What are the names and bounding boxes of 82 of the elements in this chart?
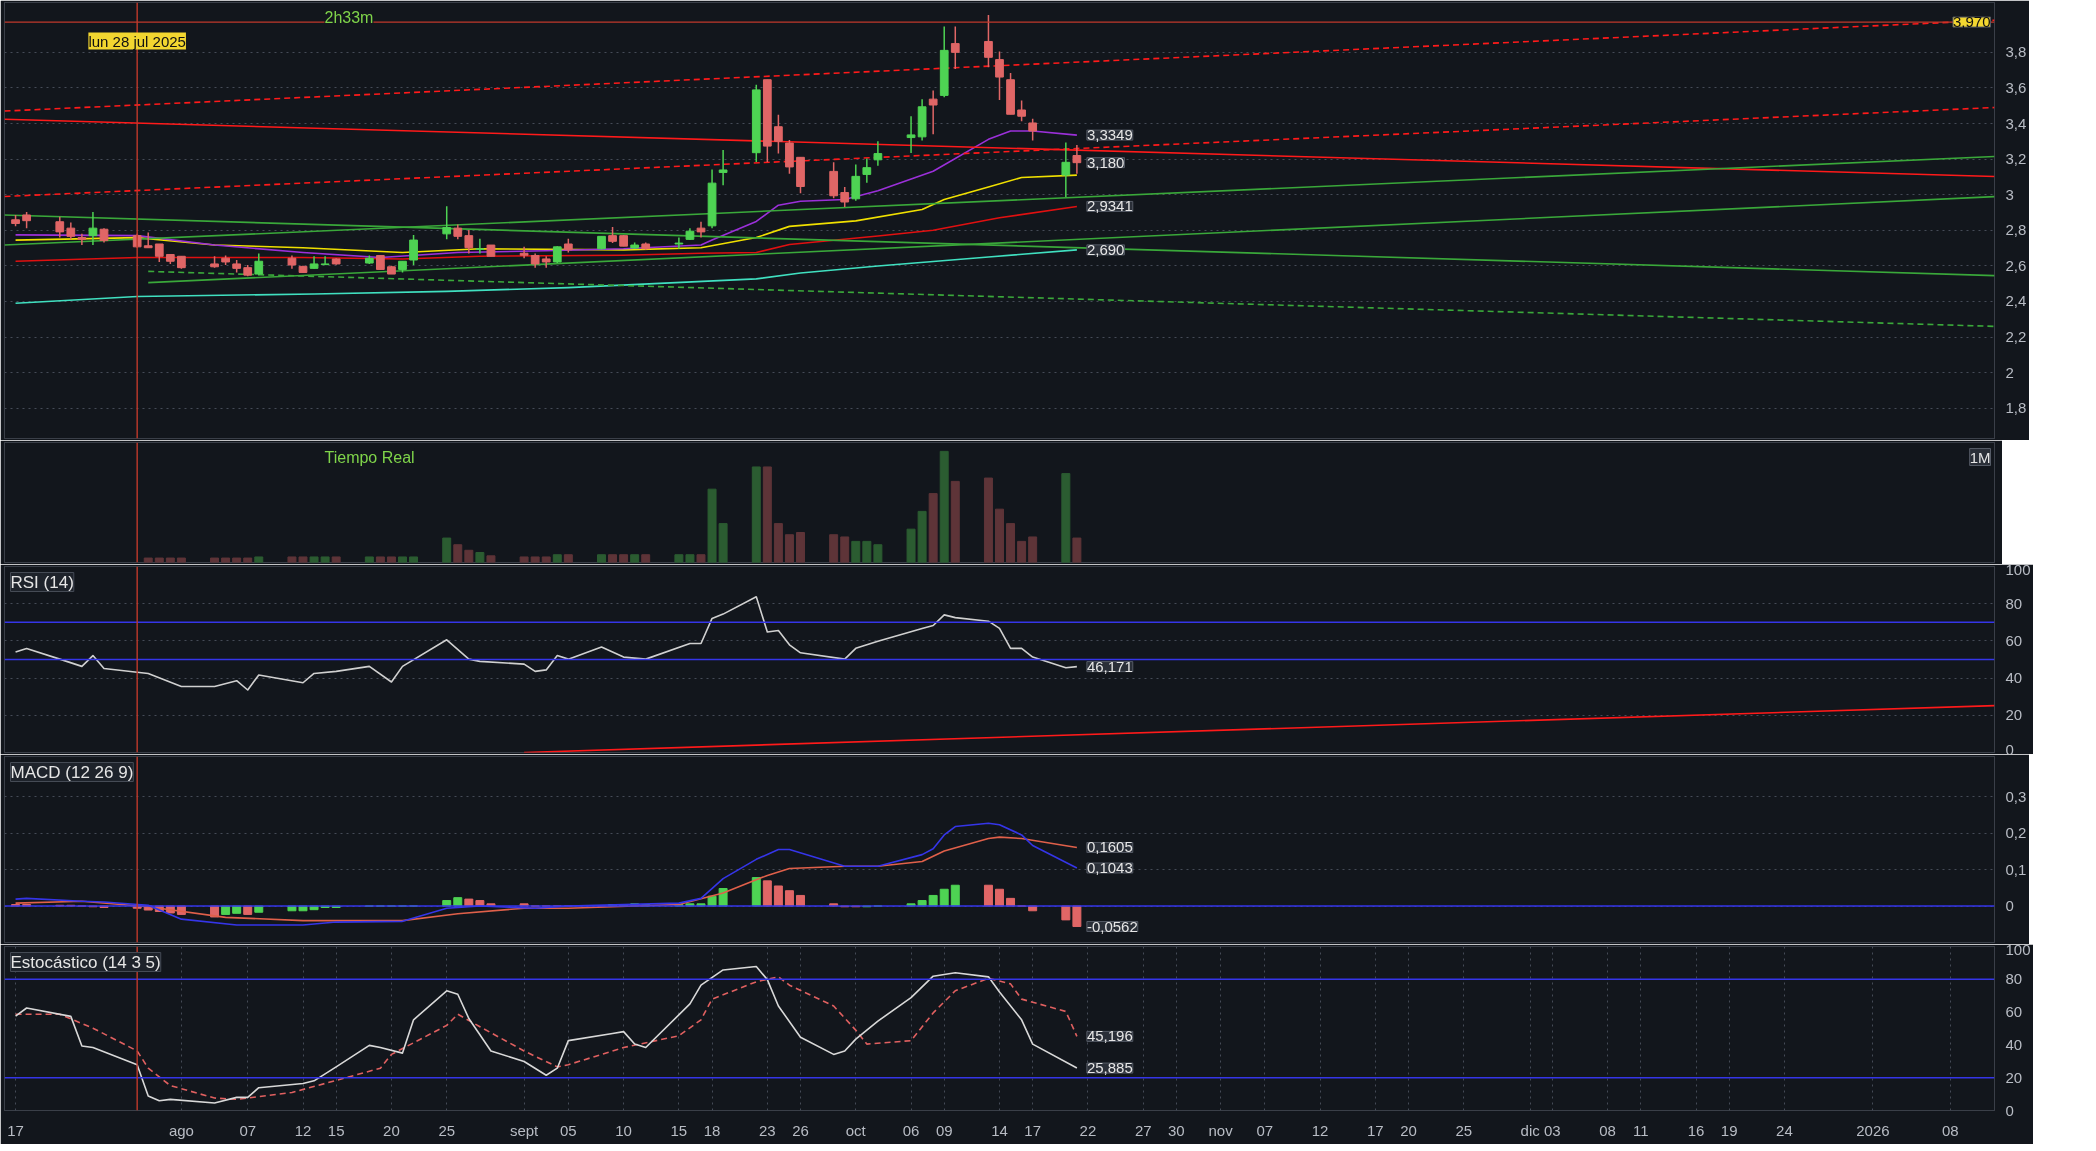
y-tick-label: 0 xyxy=(2005,897,2014,915)
x-tick-label: 03 xyxy=(1543,1121,1561,1139)
x-tick-label: oct xyxy=(845,1121,867,1139)
y-tick-label: 3,4 xyxy=(2005,114,2027,132)
x-tick-label: 12 xyxy=(1311,1121,1329,1139)
x-tick-label: 27 xyxy=(1134,1121,1152,1139)
y-tick-label: 20 xyxy=(2005,1068,2023,1086)
x-tick-label: 08 xyxy=(1941,1121,1959,1139)
x-tick-label: 12 xyxy=(294,1121,312,1139)
x-tick-label: 19 xyxy=(1720,1121,1738,1139)
y-tick-label: 3,8 xyxy=(2005,43,2027,61)
y-tick-label: 1,8 xyxy=(2005,399,2027,417)
x-tick-label: 15 xyxy=(327,1121,345,1139)
annotation: 0,1043 xyxy=(1086,858,1133,876)
ref-line-label: 3,970 xyxy=(1952,13,1991,31)
annotation: 45,196 xyxy=(1086,1027,1133,1045)
x-tick-label: 17 xyxy=(1367,1121,1384,1139)
x-tick-label: 14 xyxy=(991,1121,1008,1139)
annotation: 2,690 xyxy=(1086,240,1125,258)
y-tick-label: 2,4 xyxy=(2005,292,2027,310)
chart-title: Estocástico (14 3 5) xyxy=(10,952,161,972)
y-tick-label: 60 xyxy=(2005,1003,2023,1021)
x-tick-label: 15 xyxy=(670,1121,688,1139)
y-tick-label: 100 xyxy=(2005,940,2031,958)
x-tick-label: 17 xyxy=(7,1121,24,1139)
x-tick-label: 06 xyxy=(902,1121,920,1139)
y-tick-label: 3,2 xyxy=(2005,150,2027,168)
y-tick-label: 20 xyxy=(2005,706,2023,724)
y-tick-label: 0,1 xyxy=(2005,860,2027,878)
x-tick-label: 07 xyxy=(239,1121,257,1139)
annotation: Tiempo Real xyxy=(324,448,415,466)
chart-title: MACD (12 26 9) xyxy=(10,762,134,782)
ref-line-label: lun 28 jul 2025 xyxy=(88,32,186,50)
y-tick-label: 80 xyxy=(2005,594,2023,612)
x-tick-label: sept xyxy=(509,1121,540,1139)
y-tick-label: 80 xyxy=(2005,970,2023,988)
x-tick-label: 05 xyxy=(559,1121,577,1139)
y-tick-label: 2 xyxy=(2005,363,2014,381)
x-tick-label: 25 xyxy=(438,1121,456,1139)
x-tick-label: 30 xyxy=(1168,1121,1185,1139)
x-tick-label: 17 xyxy=(1024,1121,1042,1139)
annotation: 46,171 xyxy=(1086,657,1133,675)
chart-title: RSI (14) xyxy=(10,572,74,592)
annotation: 2h33m xyxy=(324,8,374,26)
y-tick-label: 2,6 xyxy=(2005,256,2027,274)
y-tick-label: 0 xyxy=(2005,740,2014,758)
y-tick-label: 60 xyxy=(2005,631,2023,649)
annotation: 0,1605 xyxy=(1086,838,1133,856)
annotation: 3,3349 xyxy=(1086,126,1133,144)
x-tick-label: 07 xyxy=(1256,1121,1274,1139)
x-tick-label: dic xyxy=(1520,1121,1541,1139)
x-tick-label: 08 xyxy=(1599,1121,1616,1139)
annotation: 3,180 xyxy=(1086,153,1125,171)
y-tick-label: 0,2 xyxy=(2005,824,2027,842)
x-tick-label: 24 xyxy=(1776,1121,1793,1139)
y-tick-label: 3 xyxy=(2005,185,2014,203)
y-tick-label: 3,6 xyxy=(2005,78,2027,96)
y-tick-label: 2,2 xyxy=(2005,328,2027,346)
y-tick-label: 100 xyxy=(2005,560,2031,578)
x-tick-label: 18 xyxy=(703,1121,721,1139)
annotation: -0,0562 xyxy=(1086,917,1138,935)
x-tick-label: 22 xyxy=(1079,1121,1097,1139)
y-tick-label: 0 xyxy=(2005,1101,2014,1119)
y-tick-label: 2,8 xyxy=(2005,221,2027,239)
annotation: 1M xyxy=(1969,448,1991,466)
x-tick-label: 25 xyxy=(1455,1121,1473,1139)
x-tick-label: 16 xyxy=(1687,1121,1705,1139)
x-tick-label: 20 xyxy=(1400,1121,1417,1139)
x-tick-label: 11 xyxy=(1632,1121,1649,1139)
x-tick-label: 20 xyxy=(383,1121,400,1139)
y-tick-label: 40 xyxy=(2005,669,2023,687)
y-tick-label: 40 xyxy=(2005,1035,2023,1053)
x-tick-label: 09 xyxy=(935,1121,953,1139)
x-tick-label: 2026 xyxy=(1856,1121,1890,1139)
y-tick-label: 0,3 xyxy=(2005,787,2027,805)
x-tick-label: 23 xyxy=(758,1121,776,1139)
x-tick-label: nov xyxy=(1208,1121,1234,1139)
annotation: 25,885 xyxy=(1086,1059,1133,1077)
annotation: 2,9341 xyxy=(1086,197,1133,215)
x-tick-label: ago xyxy=(168,1121,194,1139)
x-tick-label: 26 xyxy=(792,1121,809,1139)
x-tick-label: 10 xyxy=(615,1121,632,1139)
